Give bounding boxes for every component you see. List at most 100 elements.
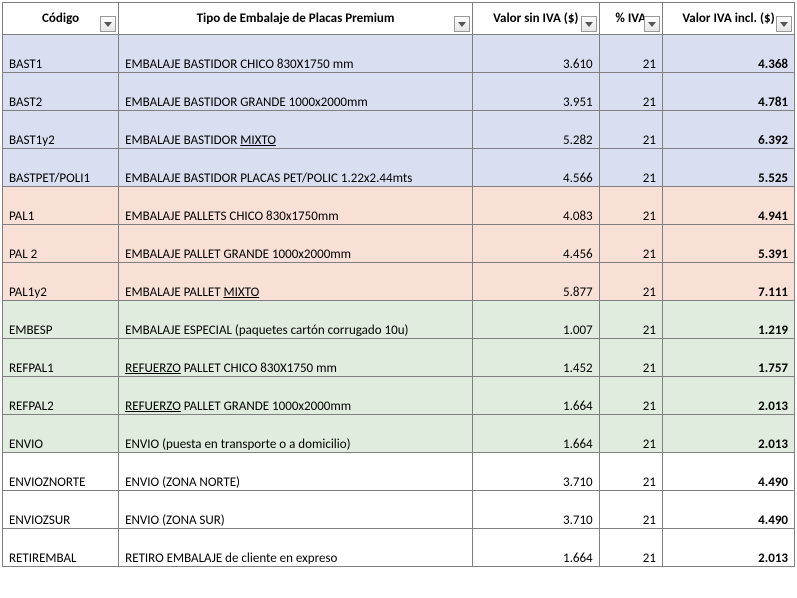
tipo-text-pre: ENVIO (ZONA NORTE)	[125, 475, 240, 490]
cell-tipo: EMBALAJE PALLETS CHICO 830x1750mm	[119, 187, 473, 225]
tipo-text-pre: ENVIO (puesta en transporte o a domicili…	[125, 437, 350, 452]
cell-codigo: ENVIOZSUR	[3, 491, 119, 529]
table-row: PAL1 EMBALAJE PALLETS CHICO 830x1750mm 4.0…	[3, 187, 795, 225]
cell-valor-iva-incl: 4.490	[662, 491, 794, 529]
table-row: BAST2 EMBALAJE BASTIDOR GRANDE 1000x2000m…	[3, 73, 795, 111]
filter-button-incl[interactable]	[776, 16, 792, 32]
cell-codigo: BASTPET/POLI1	[3, 149, 119, 187]
cell-valor-sin-iva: 3.951	[472, 73, 599, 111]
cell-pct-iva: 21	[599, 111, 662, 149]
cell-codigo: RETIREMBAL	[3, 529, 119, 567]
pricing-table: Código Tipo de Embalaje de Placas Premiu…	[2, 2, 795, 567]
cell-valor-sin-iva: 1.664	[472, 415, 599, 453]
tipo-text-underline: REFUERZO	[125, 399, 181, 414]
cell-tipo: ENVIO (ZONA SUR)	[119, 491, 473, 529]
cell-valor-sin-iva: 4.083	[472, 187, 599, 225]
tipo-text-pre: EMBALAJE BASTIDOR CHICO 830X1750 mm	[125, 57, 353, 72]
cell-tipo: EMBALAJE BASTIDOR MIXTO	[119, 111, 473, 149]
tipo-text-pre: EMBALAJE PALLET	[125, 285, 223, 300]
filter-button-sin[interactable]	[581, 16, 597, 32]
cell-pct-iva: 21	[599, 529, 662, 567]
table-body: BAST1 EMBALAJE BASTIDOR CHICO 830X1750 mm…	[3, 35, 795, 567]
cell-tipo: REFUERZO PALLET CHICO 830X1750 mm	[119, 339, 473, 377]
cell-valor-sin-iva: 4.566	[472, 149, 599, 187]
header-codigo-label: Código	[42, 11, 79, 26]
tipo-text-underline: MIXTO	[223, 285, 259, 300]
cell-codigo: REFPAL1	[3, 339, 119, 377]
cell-valor-iva-incl: 2.013	[662, 529, 794, 567]
tipo-text-underline: MIXTO	[240, 133, 276, 148]
cell-codigo: ENVIO	[3, 415, 119, 453]
tipo-text-pre: EMBALAJE PALLETS CHICO 830x1750mm	[125, 209, 338, 224]
chevron-down-icon	[104, 20, 112, 28]
cell-codigo: PAL 2	[3, 225, 119, 263]
cell-tipo: ENVIO (ZONA NORTE)	[119, 453, 473, 491]
cell-valor-sin-iva: 3.710	[472, 491, 599, 529]
cell-valor-sin-iva: 1.664	[472, 377, 599, 415]
cell-valor-sin-iva: 3.610	[472, 35, 599, 73]
filter-button-iva[interactable]	[644, 16, 660, 32]
cell-tipo: EMBALAJE BASTIDOR PLACAS PET/POLIC 1.22x…	[119, 149, 473, 187]
cell-tipo: REFUERZO PALLET GRANDE 1000x2000mm	[119, 377, 473, 415]
cell-valor-iva-incl: 4.941	[662, 187, 794, 225]
cell-tipo: EMBALAJE ESPECIAL (paquetes cartón corru…	[119, 301, 473, 339]
filter-button-tipo[interactable]	[454, 16, 470, 32]
cell-valor-iva-incl: 2.013	[662, 377, 794, 415]
table-row: PAL1y2EMBALAJE PALLET MIXTO5.877217.111	[3, 263, 795, 301]
cell-codigo: PAL1y2	[3, 263, 119, 301]
table-row: ENVIOZNORTEENVIO (ZONA NORTE)3.710214.49…	[3, 453, 795, 491]
cell-pct-iva: 21	[599, 187, 662, 225]
tipo-text-pre: EMBALAJE BASTIDOR GRANDE 1000x2000mm	[125, 95, 368, 110]
cell-pct-iva: 21	[599, 73, 662, 111]
table-row: BAST1 EMBALAJE BASTIDOR CHICO 830X1750 mm…	[3, 35, 795, 73]
cell-codigo: BAST2	[3, 73, 119, 111]
cell-valor-sin-iva: 1.007	[472, 301, 599, 339]
cell-pct-iva: 21	[599, 339, 662, 377]
chevron-down-icon	[780, 20, 788, 28]
cell-pct-iva: 21	[599, 301, 662, 339]
filter-button-codigo[interactable]	[100, 16, 116, 32]
table-row: PAL 2 EMBALAJE PALLET GRANDE 1000x2000mm 4…	[3, 225, 795, 263]
cell-valor-iva-incl: 5.525	[662, 149, 794, 187]
cell-tipo: RETIRO EMBALAJE de cliente en expreso	[119, 529, 473, 567]
tipo-text-pre: EMBALAJE BASTIDOR	[125, 133, 240, 148]
cell-valor-sin-iva: 5.877	[472, 263, 599, 301]
cell-pct-iva: 21	[599, 491, 662, 529]
cell-valor-iva-incl: 4.490	[662, 453, 794, 491]
table-row: RETIREMBALRETIRO EMBALAJE de cliente en …	[3, 529, 795, 567]
cell-tipo: EMBALAJE BASTIDOR CHICO 830X1750 mm	[119, 35, 473, 73]
table-row: REFPAL2REFUERZO PALLET GRANDE 1000x2000m…	[3, 377, 795, 415]
cell-codigo: EMBESP	[3, 301, 119, 339]
cell-tipo: EMBALAJE PALLET MIXTO	[119, 263, 473, 301]
tipo-text-post: PALLET CHICO 830X1750 mm	[181, 361, 337, 376]
cell-pct-iva: 21	[599, 35, 662, 73]
cell-pct-iva: 21	[599, 263, 662, 301]
cell-pct-iva: 21	[599, 149, 662, 187]
cell-pct-iva: 21	[599, 225, 662, 263]
cell-valor-iva-incl: 4.781	[662, 73, 794, 111]
cell-valor-sin-iva: 3.710	[472, 453, 599, 491]
tipo-text-pre: EMBALAJE BASTIDOR PLACAS PET/POLIC 1.22x…	[125, 171, 412, 186]
cell-codigo: PAL1	[3, 187, 119, 225]
table-row: REFPAL1REFUERZO PALLET CHICO 830X1750 mm…	[3, 339, 795, 377]
cell-valor-iva-incl: 1.757	[662, 339, 794, 377]
cell-codigo: REFPAL2	[3, 377, 119, 415]
table-row: EMBESP EMBALAJE ESPECIAL (paquetes cartón…	[3, 301, 795, 339]
cell-valor-iva-incl: 4.368	[662, 35, 794, 73]
cell-valor-sin-iva: 4.456	[472, 225, 599, 263]
header-iva-label: % IVA	[615, 11, 646, 26]
tipo-text-pre: EMBALAJE ESPECIAL (paquetes cartón corru…	[125, 323, 408, 338]
table-row: ENVIOZSURENVIO (ZONA SUR)3.710214.490	[3, 491, 795, 529]
header-incl: Valor IVA incl. ($)	[662, 3, 794, 35]
cell-valor-sin-iva: 5.282	[472, 111, 599, 149]
cell-valor-iva-incl: 7.111	[662, 263, 794, 301]
cell-codigo: BAST1	[3, 35, 119, 73]
header-tipo-label: Tipo de Embalaje de Placas Premium	[197, 11, 395, 26]
cell-valor-iva-incl: 6.392	[662, 111, 794, 149]
cell-tipo: EMBALAJE PALLET GRANDE 1000x2000mm	[119, 225, 473, 263]
cell-valor-iva-incl: 5.391	[662, 225, 794, 263]
cell-pct-iva: 21	[599, 415, 662, 453]
table-row: ENVIO ENVIO (puesta en transporte o a dom…	[3, 415, 795, 453]
cell-valor-sin-iva: 1.664	[472, 529, 599, 567]
tipo-text-pre: EMBALAJE PALLET GRANDE 1000x2000mm	[125, 247, 351, 262]
